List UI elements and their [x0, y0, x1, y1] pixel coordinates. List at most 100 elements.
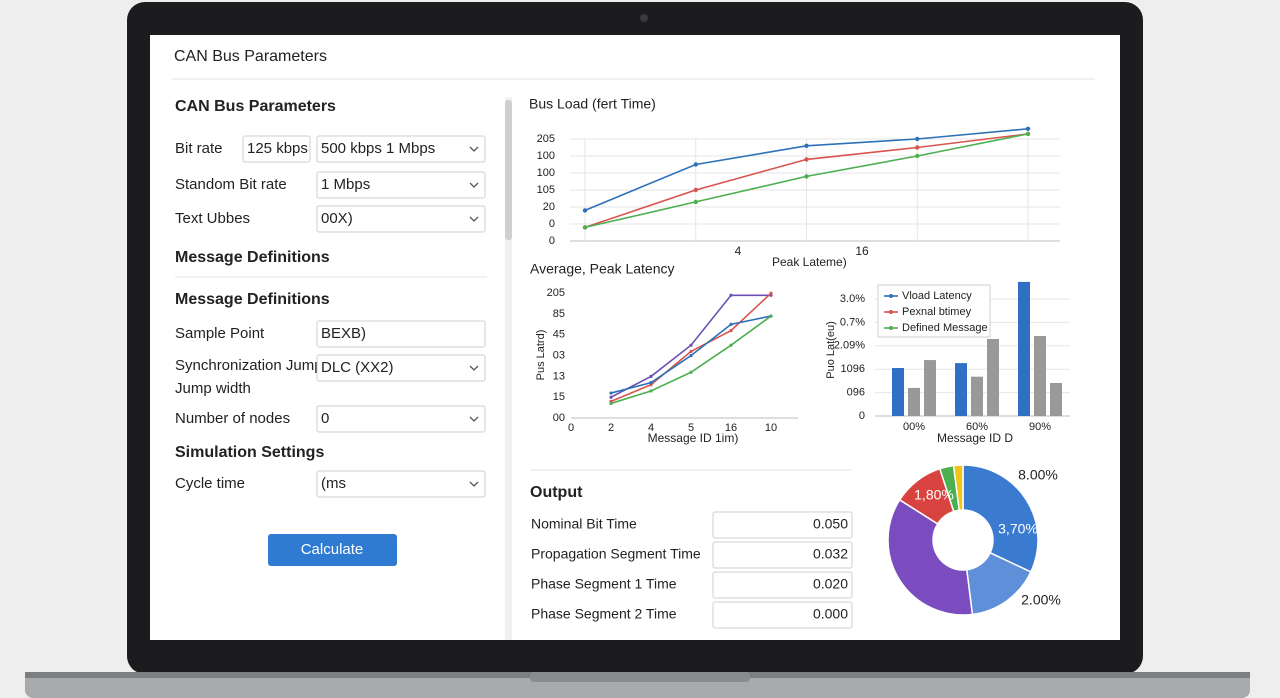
- output-value: 0.032: [813, 546, 848, 562]
- legend-dot: [889, 294, 893, 298]
- output-label: Phase Segment 1 Time: [531, 576, 677, 592]
- bar: [892, 368, 904, 416]
- base-notch: [530, 672, 750, 682]
- data-point: [582, 225, 588, 230]
- legend-label: Defined Message: [902, 322, 988, 334]
- x-axis-label: Message ID D: [937, 431, 1013, 445]
- select[interactable]: [316, 135, 486, 163]
- chart-title: Bus Load (fert Time): [529, 96, 656, 112]
- data-point: [915, 136, 920, 142]
- y-tick-label: 105: [537, 184, 555, 196]
- field-label: Sample Point: [175, 325, 265, 342]
- section-heading: Message Definitions: [175, 291, 330, 308]
- data-point: [693, 199, 698, 205]
- data-point: [649, 389, 653, 393]
- data-point: [915, 145, 920, 150]
- y-tick-label: 0: [859, 410, 865, 422]
- y-tick-label: 0: [549, 235, 555, 247]
- data-point: [609, 401, 613, 406]
- x-axis-label: Peak Lateme): [772, 255, 847, 269]
- content: CAN Bus Parameters Bit rate 125 kbps 500 kb…: [175, 96, 1070, 629]
- bar: [955, 363, 967, 416]
- section-heading: Message Definitions: [175, 249, 330, 266]
- bar: [908, 387, 920, 416]
- data-point: [729, 293, 733, 297]
- select-value[interactable]: 0: [321, 410, 329, 427]
- data-point: [729, 322, 733, 326]
- select[interactable]: [316, 171, 486, 199]
- output-value: 0.000: [813, 606, 848, 622]
- output-title: Output: [530, 484, 583, 501]
- select-value[interactable]: DLC (XX2): [321, 359, 394, 376]
- x-tick-label: 00%: [903, 421, 925, 433]
- select-value[interactable]: 500 kbps 1 Mbps: [321, 140, 435, 157]
- data-point: [689, 349, 693, 354]
- select-value[interactable]: 1 Mbps: [321, 176, 370, 193]
- y-tick-label: 00: [553, 412, 565, 424]
- calculate-button[interactable]: [268, 534, 397, 566]
- chevron: [469, 182, 479, 188]
- bar: [1034, 335, 1046, 416]
- x-tick-label: 10: [765, 422, 777, 434]
- scroll-thumb[interactable]: [505, 100, 512, 240]
- select[interactable]: [316, 354, 486, 382]
- chevron: [469, 216, 479, 222]
- data-point: [1025, 126, 1031, 131]
- field-label: Number of nodes: [175, 410, 290, 427]
- data-point: [582, 208, 588, 213]
- x-tick-label: 2: [608, 422, 614, 434]
- text-input[interactable]: [242, 135, 311, 163]
- select[interactable]: [316, 205, 486, 233]
- donut-slice: [887, 498, 974, 616]
- field-label: Text Ubbes: [175, 210, 250, 227]
- select-value[interactable]: 00X): [321, 210, 353, 227]
- data-point: [689, 343, 693, 347]
- x-tick-label: 16: [725, 422, 737, 434]
- scroll-track: [505, 97, 512, 640]
- y-tick-label: 15: [553, 391, 565, 403]
- select[interactable]: [316, 405, 486, 433]
- data-point: [1025, 131, 1031, 137]
- button-label[interactable]: Calculate: [301, 541, 364, 558]
- data-point: [693, 162, 698, 167]
- legend-label: Vload Latency: [902, 290, 972, 302]
- y-tick-label: 03: [553, 350, 565, 362]
- chevron: [469, 365, 479, 371]
- data-point: [693, 187, 698, 193]
- data-point: [689, 354, 693, 358]
- chevron: [469, 146, 479, 152]
- bar: [987, 339, 999, 416]
- y-tick-label: 13: [553, 370, 565, 382]
- output-label: Propagation Segment Time: [531, 546, 701, 562]
- data-point: [804, 157, 809, 162]
- donut-annotation: 3,70%: [998, 521, 1038, 537]
- y-tick-label: 0.7%: [840, 316, 865, 328]
- data-point: [769, 314, 773, 318]
- bar: [1018, 281, 1030, 416]
- data-point: [689, 370, 693, 374]
- y-tick-label: 1096: [841, 363, 865, 375]
- data-point: [609, 395, 613, 399]
- donut-annotation: 1,80%: [914, 487, 954, 503]
- x-tick-label: 16: [855, 244, 869, 258]
- text-input[interactable]: [316, 320, 486, 348]
- field-label: Standom Bit rate: [175, 176, 287, 193]
- data-point: [649, 381, 653, 385]
- x-tick-label: 4: [648, 422, 654, 434]
- chevron: [469, 481, 479, 487]
- y-tick-label: 85: [553, 308, 565, 320]
- x-tick-label: 5: [688, 422, 694, 434]
- data-point: [649, 374, 653, 378]
- data-point: [915, 153, 920, 159]
- donut-slice: [962, 464, 1039, 573]
- select[interactable]: [316, 470, 486, 498]
- input-value[interactable]: 125 kbps: [247, 140, 308, 157]
- camera: [640, 14, 648, 22]
- bar: [1050, 383, 1062, 416]
- donut-annotation: 2.00%: [1021, 592, 1061, 608]
- select-value[interactable]: (ms: [321, 475, 346, 492]
- input-value[interactable]: BEXB): [321, 325, 366, 342]
- y-tick-label: 3.0%: [840, 293, 865, 305]
